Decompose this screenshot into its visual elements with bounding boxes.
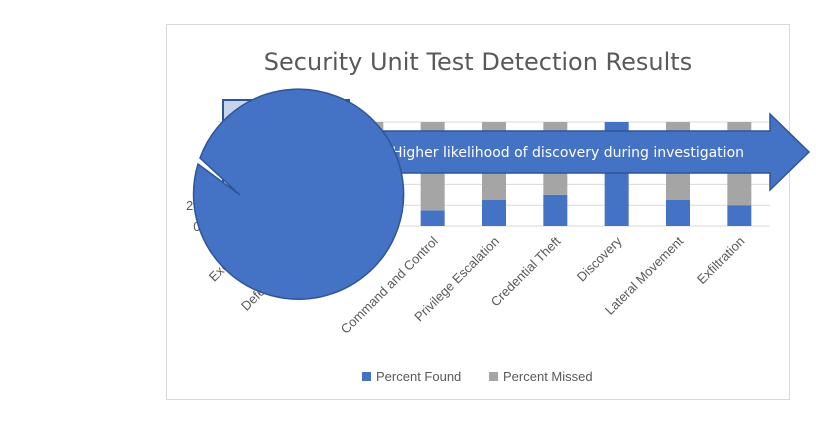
legend-swatch xyxy=(362,372,371,381)
chart-title: Security Unit Test Detection Results xyxy=(264,48,692,76)
legend-label: Percent Found xyxy=(376,369,461,384)
arrow-text: Higher likelihood of discovery during in… xyxy=(392,145,744,161)
legend-swatch xyxy=(489,372,498,381)
callout-line: phases. xyxy=(83,166,133,181)
legend: Percent Found Percent Missed xyxy=(362,369,593,384)
category-label: Exfiltration xyxy=(694,234,748,288)
callout-bubble xyxy=(192,88,405,300)
bar-segment xyxy=(666,200,690,226)
bar-segment xyxy=(543,194,568,226)
callout: Increasing visibility here can implicitly i… xyxy=(52,63,405,300)
callout-line: in later attack xyxy=(63,145,154,160)
bar-segment xyxy=(482,200,506,226)
callout-line: increase visibility xyxy=(52,125,165,140)
callout-line: can implicitly xyxy=(65,104,152,119)
arrow-shape xyxy=(348,112,811,192)
callout-line: visibility here xyxy=(65,84,152,99)
callout-line: Increasing xyxy=(74,63,141,78)
arrow: Higher likelihood of discovery during in… xyxy=(348,112,811,192)
callout-text: Increasing visibility here can implicitly i… xyxy=(52,63,165,181)
legend-label: Percent Missed xyxy=(503,369,593,384)
bar-segment xyxy=(727,205,752,226)
bar-segment xyxy=(420,210,445,226)
category-label: Discovery xyxy=(574,233,625,284)
